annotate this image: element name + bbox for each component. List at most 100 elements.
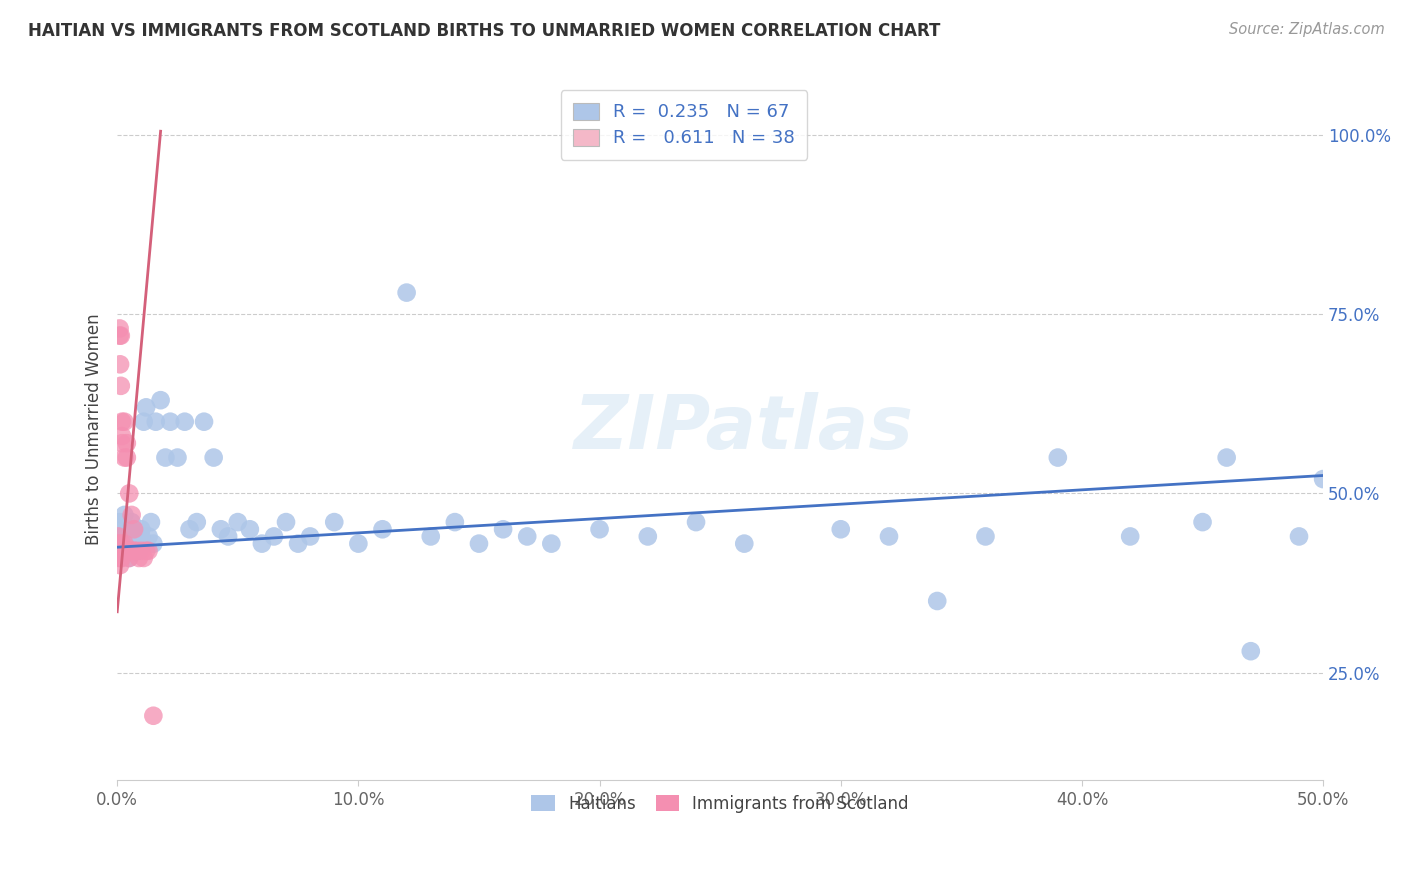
Point <box>132 415 155 429</box>
Point <box>108 357 131 371</box>
Point <box>118 522 141 536</box>
Text: HAITIAN VS IMMIGRANTS FROM SCOTLAND BIRTHS TO UNMARRIED WOMEN CORRELATION CHART: HAITIAN VS IMMIGRANTS FROM SCOTLAND BIRT… <box>28 22 941 40</box>
Point <box>112 415 135 429</box>
Point <box>179 522 201 536</box>
Point <box>159 415 181 429</box>
Point <box>125 529 148 543</box>
Point <box>395 285 418 300</box>
Point <box>145 415 167 429</box>
Point <box>110 328 132 343</box>
Legend: Haitians, Immigrants from Scotland: Haitians, Immigrants from Scotland <box>520 783 921 825</box>
Text: Source: ZipAtlas.com: Source: ZipAtlas.com <box>1229 22 1385 37</box>
Point <box>516 529 538 543</box>
Point <box>186 515 208 529</box>
Point <box>142 536 165 550</box>
Point <box>1191 515 1213 529</box>
Point <box>419 529 441 543</box>
Point <box>115 543 138 558</box>
Point <box>1046 450 1069 465</box>
Point <box>588 522 610 536</box>
Point <box>974 529 997 543</box>
Point <box>239 522 262 536</box>
Point <box>733 536 755 550</box>
Point <box>111 415 134 429</box>
Point <box>685 515 707 529</box>
Point <box>830 522 852 536</box>
Point <box>299 529 322 543</box>
Point <box>108 558 131 573</box>
Point <box>111 536 134 550</box>
Point <box>125 543 148 558</box>
Point <box>274 515 297 529</box>
Point <box>217 529 239 543</box>
Point <box>115 529 138 543</box>
Point <box>132 551 155 566</box>
Point <box>112 508 135 522</box>
Point <box>110 379 132 393</box>
Point <box>112 450 135 465</box>
Point <box>115 536 138 550</box>
Point <box>111 436 134 450</box>
Point <box>250 536 273 550</box>
Point <box>122 536 145 550</box>
Point <box>927 594 949 608</box>
Point <box>108 529 131 543</box>
Point <box>138 529 160 543</box>
Point <box>193 415 215 429</box>
Y-axis label: Births to Unmarried Women: Births to Unmarried Women <box>86 313 103 545</box>
Point <box>444 515 467 529</box>
Point <box>149 393 172 408</box>
Point <box>118 551 141 566</box>
Point <box>108 328 131 343</box>
Point <box>492 522 515 536</box>
Point <box>347 536 370 550</box>
Point <box>122 522 145 536</box>
Point <box>122 543 145 558</box>
Point <box>112 543 135 558</box>
Point <box>209 522 232 536</box>
Point <box>118 551 141 566</box>
Point <box>118 486 141 500</box>
Point <box>287 536 309 550</box>
Point <box>371 522 394 536</box>
Point <box>138 543 160 558</box>
Point <box>135 543 157 558</box>
Point <box>155 450 177 465</box>
Point <box>108 536 131 550</box>
Point <box>263 529 285 543</box>
Point <box>128 543 150 558</box>
Point <box>112 536 135 550</box>
Point <box>107 529 129 543</box>
Point <box>108 321 131 335</box>
Point <box>1215 450 1237 465</box>
Point <box>111 536 134 550</box>
Point <box>111 429 134 443</box>
Point <box>110 551 132 566</box>
Point <box>111 522 134 536</box>
Point <box>112 543 135 558</box>
Point <box>121 508 143 522</box>
Point <box>1240 644 1263 658</box>
Point <box>111 551 134 566</box>
Point <box>468 536 491 550</box>
Point <box>131 522 153 536</box>
Point <box>131 543 153 558</box>
Point <box>323 515 346 529</box>
Point <box>131 529 153 543</box>
Text: ZIPatlas: ZIPatlas <box>574 392 914 466</box>
Point <box>107 536 129 550</box>
Point <box>122 522 145 536</box>
Point <box>139 515 162 529</box>
Point <box>108 515 131 529</box>
Point <box>115 436 138 450</box>
Point <box>142 708 165 723</box>
Point <box>111 543 134 558</box>
Point <box>877 529 900 543</box>
Point <box>108 551 131 566</box>
Point <box>121 515 143 529</box>
Point <box>108 543 131 558</box>
Point <box>202 450 225 465</box>
Point <box>1312 472 1334 486</box>
Point <box>1119 529 1142 543</box>
Point <box>121 543 143 558</box>
